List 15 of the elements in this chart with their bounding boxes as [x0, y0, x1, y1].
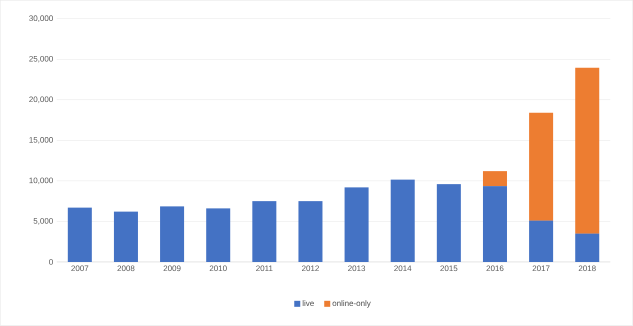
bar [390, 180, 415, 262]
bar [482, 171, 507, 186]
bar [529, 220, 554, 262]
bar [575, 234, 600, 262]
bar [575, 68, 600, 234]
bar [114, 212, 138, 262]
bar [482, 186, 507, 262]
bar [206, 208, 230, 262]
bar [160, 206, 184, 262]
bar [436, 184, 461, 262]
bar [298, 201, 322, 262]
bar [529, 112, 554, 221]
bar [68, 208, 92, 262]
bar [252, 201, 276, 262]
bar [344, 187, 369, 262]
